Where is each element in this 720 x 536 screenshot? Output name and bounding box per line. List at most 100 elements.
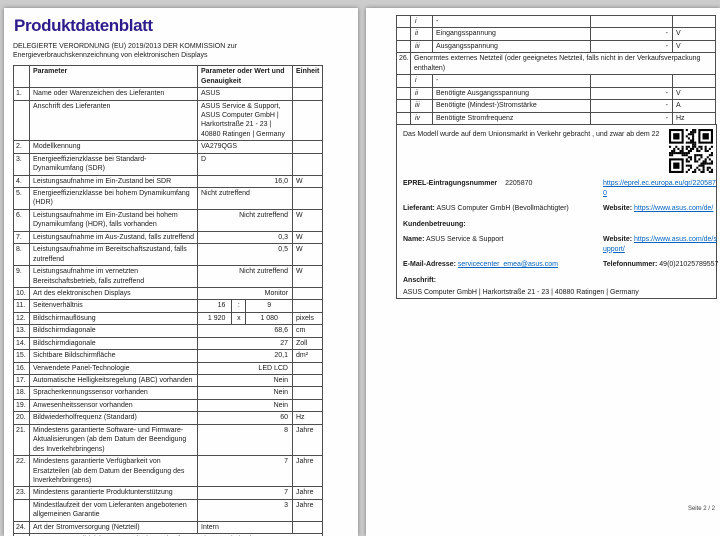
param-number (396, 86, 411, 101)
table-row: 2. Modellkennung VA279QGS (13, 140, 324, 154)
param-number: 7. (13, 230, 30, 245)
param-label: Leistungsaufnahme im vernetzten Bereitsc… (29, 265, 198, 288)
email-label: E-Mail-Adresse: (403, 261, 456, 269)
param-unit (291, 152, 324, 176)
param-number: 21. (13, 423, 30, 457)
param-value: ASUS Service & Support, ASUS Computer Gm… (197, 99, 293, 142)
table-row: ii Eingangsspannung - V (396, 27, 716, 41)
param-unit: Jahre (291, 486, 324, 500)
param-unit: Zoll (291, 336, 324, 351)
table-row: 5. Energieeffizienzklasse bei hohem Dynam… (13, 187, 324, 210)
param-unit: A (672, 99, 716, 113)
table-row: 1. Name oder Warenzeichen des Lieferanten… (13, 87, 324, 101)
param-unit: Hz (291, 411, 324, 425)
param-unit (291, 520, 324, 535)
table-row: Mindestlaufzeit der vom Lieferanten ange… (13, 498, 324, 522)
netzteil-continuation-table: i- ii Eingangsspannung - V iii Ausgangsspann… (396, 14, 716, 125)
param-value: Monitor (197, 286, 293, 301)
param-number: 11. (13, 299, 30, 313)
table-row: 20. Bildwiederholfrequenz (Standard) 60 Hz (13, 411, 324, 425)
param-value: LED LCD (197, 361, 293, 376)
param-value: 3 (197, 498, 293, 522)
param-unit: W (291, 243, 324, 267)
param-unit: W (291, 174, 324, 189)
website-link[interactable]: https://www.asus.com/de/ (634, 205, 714, 213)
param-value: 16: 9 (197, 299, 293, 313)
roman-index: iii (410, 39, 433, 54)
param-label: Eingangsspannung (432, 27, 591, 41)
param-number (396, 74, 411, 88)
param-number: 15. (13, 349, 30, 363)
table-row: 10. Art des elektronischen Displays Monito… (13, 286, 324, 301)
supplier-info-grid: EPREL-Eintragungsnummer 2205870 https://e… (403, 179, 718, 297)
param-value: 0,5 (197, 243, 293, 267)
param-unit: W (291, 230, 324, 245)
roman-index: ii (410, 86, 433, 101)
table-row: 7. Leistungsaufnahme im Aus-Zustand, fall… (13, 230, 324, 245)
param-label: Mindestens garantierte Verfügbarkeit von… (29, 455, 198, 488)
support-website-link[interactable]: https://www.asus.com/de/support/ (603, 236, 717, 253)
param-unit (291, 87, 324, 101)
param-number: 19. (13, 398, 30, 413)
phone-label: Telefonnummer: (603, 261, 658, 269)
param-label: Genormtes externes Netzteil (oder geeign… (410, 52, 716, 76)
name-label: Name: (403, 236, 425, 244)
param-number: 3. (13, 152, 30, 176)
eprel-label: EPREL-Eintragungsnummer (403, 180, 498, 188)
market-placement-text: Das Modell wurde auf dem Unionsmarkt in … (403, 131, 660, 138)
param-unit: Jahre (291, 455, 324, 488)
regulation-line-1: DELEGIERTE VERORDNUNG (EU) 2019/2013 DER… (13, 43, 237, 50)
param-value: 7 (197, 455, 293, 488)
param-label: Benötigte (Mindest-)Stromstärke (432, 99, 591, 113)
param-value: Nein (197, 373, 293, 388)
support-website-row: Website: https://www.asus.com/de/support… (603, 235, 718, 254)
param-label: Seitenverhältnis (29, 299, 198, 313)
param-value: D (197, 152, 293, 176)
param-label: Anschrift des Lieferanten (29, 99, 198, 142)
param-unit: pixels (291, 311, 324, 326)
datasheet-page-2: i- ii Eingangsspannung - V iii Ausgangsspann… (366, 8, 720, 536)
table-row: Anschrift des Lieferanten ASUS Service & … (13, 99, 324, 142)
param-number: 6. (13, 208, 30, 232)
lieferant-row: Lieferant: ASUS Computer GmbH (Bevollmäc… (403, 204, 599, 213)
resolution-height: 1 080 (260, 314, 278, 322)
email-link[interactable]: servicecenter_emea@asus.com (457, 261, 558, 269)
param-number (396, 39, 411, 54)
param-unit (291, 299, 324, 313)
roman-index: iv (410, 111, 433, 125)
table-row: 14. Bildschirmdiagonale 27 Zoll (13, 336, 324, 351)
table-row: iv Benötigte Stromfrequenz - Hz (396, 111, 716, 125)
param-unit (291, 398, 324, 413)
param-number: 1. (13, 87, 30, 101)
param-unit (672, 14, 716, 29)
param-number (396, 14, 411, 29)
param-value: 16,0 (197, 174, 293, 189)
param-number: 23. (13, 486, 30, 500)
table-row: iii Benötigte (Mindest-)Stromstärke - A (396, 99, 716, 113)
param-value: ASUS (197, 87, 293, 101)
param-value: Nicht zutreffend (197, 265, 293, 288)
param-value: 20,1 (197, 349, 293, 363)
support-name-row: Name: ASUS Service & Support (403, 235, 599, 244)
eprel-link[interactable]: https://eprel.ec.europa.eu/qr/2205870 (603, 180, 716, 197)
param-number: 9. (13, 265, 30, 288)
param-label: Benötigte Stromfrequenz (432, 111, 591, 125)
roman-index: i (410, 74, 433, 88)
header-number (13, 65, 30, 89)
param-value: 27 (197, 336, 293, 351)
eprel-number: 2205870 (505, 180, 533, 188)
param-unit: W (291, 265, 324, 288)
param-label: Anwesenheitssensor vorhanden (29, 398, 198, 413)
table-row: 16. Verwendete Panel-Technologie LED LCD (13, 361, 324, 376)
param-unit: Hz (672, 111, 716, 125)
param-number: 24. (13, 520, 30, 535)
param-value: 8 (197, 423, 293, 457)
table-row-aspect-ratio: 11. Seitenverhältnis 16: 9 (13, 299, 324, 313)
param-label: Name oder Warenzeichen des Lieferanten (29, 87, 198, 101)
table-row: i- (396, 14, 716, 29)
resolution-width: 1 920 (207, 314, 226, 322)
param-number: 2. (13, 140, 30, 154)
website-row: Website: https://www.asus.com/de/ (603, 204, 718, 213)
table-row: 3. Energieeffizienzklasse bei Standard-Dy… (13, 152, 324, 176)
param-label: Sichtbare Bildschirmfläche (29, 349, 198, 363)
